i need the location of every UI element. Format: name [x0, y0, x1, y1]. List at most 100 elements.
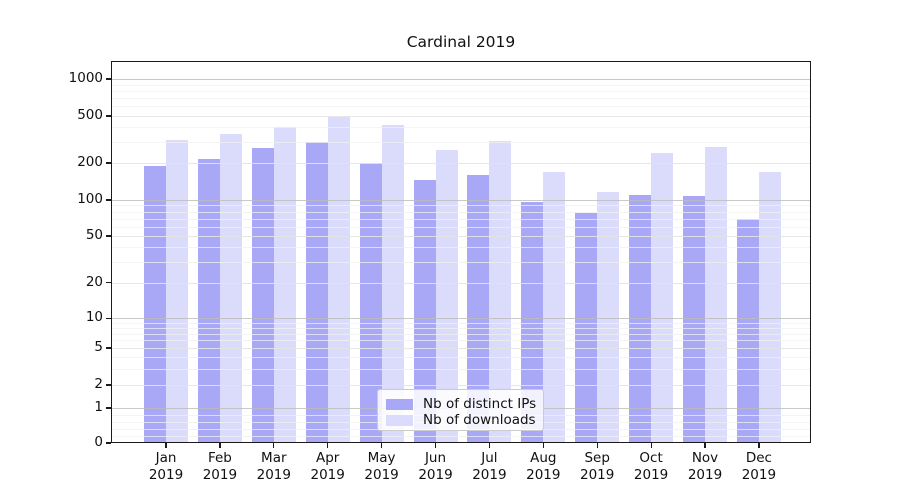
x-tick-month: May: [367, 450, 396, 466]
plot-frame: [111, 61, 811, 443]
y-tick-mark: [106, 282, 111, 284]
y-tick-label: 2: [94, 376, 103, 392]
grid-line: [111, 282, 811, 284]
legend-swatch-downloads: [386, 414, 413, 426]
grid-minor-line: [111, 340, 811, 342]
x-tick-month: Aug: [530, 450, 557, 466]
y-tick-mark: [106, 407, 111, 409]
x-tick-label: Aug 2019: [511, 450, 575, 484]
grid-minor-line: [111, 106, 811, 108]
grid-minor-line: [111, 322, 811, 324]
grid-minor-line: [111, 84, 811, 86]
x-tick-label: Jul 2019: [457, 450, 521, 484]
bar-downloads: [166, 139, 188, 443]
y-tick-label: 200: [77, 154, 103, 170]
x-tick-mark: [596, 443, 598, 448]
y-tick-label: 50: [85, 227, 103, 243]
grid-minor-line: [111, 142, 811, 144]
y-tick-label: 100: [77, 191, 103, 207]
bar-distinct-ips: [305, 142, 328, 443]
x-tick-mark: [542, 443, 544, 448]
bar-distinct-ips: [413, 180, 436, 443]
x-tick-label: Nov 2019: [673, 450, 737, 484]
legend-label-downloads: Nb of downloads: [423, 412, 536, 428]
y-tick-label: 0: [94, 434, 103, 450]
grid-line: [111, 236, 811, 237]
grid-minor-line: [111, 327, 811, 329]
y-tick-label: 5: [94, 339, 103, 355]
bar-distinct-ips: [144, 165, 166, 443]
grid-line: [111, 348, 811, 349]
y-tick-mark: [106, 317, 111, 319]
x-tick-month: Dec: [745, 450, 772, 466]
grid-minor-line: [111, 262, 811, 264]
grid-minor-line: [111, 247, 811, 249]
x-tick-year: 2019: [310, 467, 345, 483]
grid-minor-line: [111, 205, 811, 207]
grid-line: [111, 385, 811, 386]
x-tick-month: Apr: [316, 450, 340, 466]
x-tick-label: Dec 2019: [727, 450, 791, 484]
x-tick-mark: [650, 443, 652, 448]
x-tick-mark: [273, 443, 275, 448]
x-tick-mark: [165, 443, 167, 448]
x-tick-label: Sep 2019: [565, 450, 629, 484]
x-tick-mark: [758, 443, 760, 448]
bar-distinct-ips: [683, 196, 705, 443]
grid-minor-line: [111, 218, 811, 220]
x-tick-label: Mar 2019: [242, 450, 306, 484]
x-tick-mark: [219, 443, 221, 448]
grid-major-line: [111, 318, 811, 320]
y-tick-label: 10: [85, 309, 103, 326]
x-tick-label: Jun 2019: [404, 450, 468, 484]
x-tick-month: Feb: [207, 450, 232, 466]
bar-downloads: [651, 152, 674, 443]
x-tick-year: 2019: [202, 467, 238, 483]
x-tick-label: Feb 2019: [188, 450, 252, 484]
y-tick-mark: [106, 384, 111, 386]
x-tick-month: Nov: [691, 450, 719, 466]
chart-title: Cardinal 2019: [406, 33, 516, 51]
bar-downloads: [489, 140, 512, 443]
legend-item-distinct-ips: Nb of distinct IPs: [386, 396, 536, 412]
y-tick-label: 1: [94, 399, 103, 415]
x-tick-year: 2019: [364, 467, 399, 483]
grid-minor-line: [111, 333, 811, 335]
grid-minor-line: [111, 127, 811, 129]
x-tick-label: Oct 2019: [619, 450, 683, 484]
bar-downloads: [219, 133, 242, 443]
x-tick-month: Sep: [584, 450, 610, 466]
x-tick-year: 2019: [526, 467, 561, 483]
grid-minor-line: [111, 436, 811, 437]
x-tick-label: Jan 2019: [134, 450, 198, 484]
grid-minor-line: [111, 90, 811, 92]
y-tick-mark: [106, 199, 111, 201]
x-tick-month: Oct: [639, 450, 663, 466]
grid-minor-line: [111, 226, 811, 228]
bar-downloads: [597, 192, 620, 443]
bar-downloads: [327, 117, 350, 443]
y-tick-mark: [106, 162, 111, 164]
grid-minor-line: [111, 98, 811, 100]
bar-distinct-ips: [467, 174, 490, 443]
grid-line: [111, 163, 811, 164]
grid-major-line: [111, 200, 811, 201]
y-tick-mark: [106, 235, 111, 237]
x-tick-year: 2019: [633, 467, 669, 483]
x-tick-month: Jan: [155, 450, 177, 466]
legend-item-downloads: Nb of downloads: [386, 412, 536, 428]
x-tick-month: Jul: [481, 450, 498, 466]
grid-minor-line: [111, 368, 811, 370]
bar-downloads: [543, 171, 566, 443]
x-tick-year: 2019: [472, 467, 507, 483]
legend: Nb of distinct IPs Nb of downloads: [377, 389, 544, 431]
y-tick-label: 500: [77, 107, 103, 123]
grid-line: [111, 116, 811, 117]
y-tick-mark: [106, 115, 111, 117]
x-tick-year: 2019: [580, 467, 615, 483]
x-tick-mark: [704, 443, 706, 448]
x-tick-year: 2019: [687, 467, 723, 483]
bar-downloads: [381, 124, 404, 443]
x-tick-mark: [488, 443, 491, 448]
